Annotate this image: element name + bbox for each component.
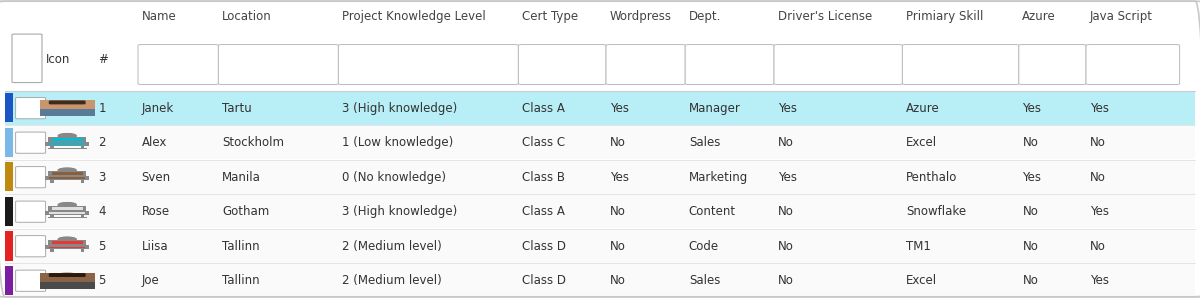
Bar <box>52 172 83 176</box>
Text: Alex: Alex <box>142 136 167 149</box>
Text: Azure: Azure <box>906 102 940 115</box>
Circle shape <box>52 101 83 109</box>
Text: 3 (High knowledge): 3 (High knowledge) <box>342 102 457 115</box>
Bar <box>46 211 89 215</box>
FancyBboxPatch shape <box>40 100 95 116</box>
Bar <box>48 171 86 177</box>
Text: Sales: Sales <box>689 274 720 287</box>
Bar <box>5 229 1195 263</box>
Bar <box>46 142 89 146</box>
Bar <box>50 179 54 183</box>
Text: No: No <box>778 136 793 149</box>
FancyBboxPatch shape <box>16 132 46 153</box>
Text: Name: Name <box>142 10 176 23</box>
Text: Driver's License: Driver's License <box>778 10 872 23</box>
Text: Yes: Yes <box>1090 102 1109 115</box>
Text: 2 (Medium level): 2 (Medium level) <box>342 274 442 287</box>
Bar <box>5 197 13 226</box>
FancyBboxPatch shape <box>40 273 95 289</box>
Bar <box>5 263 1195 297</box>
Bar <box>49 246 85 248</box>
Text: No: No <box>1022 205 1038 218</box>
Bar <box>80 249 84 252</box>
FancyBboxPatch shape <box>12 34 42 83</box>
Text: Rose: Rose <box>142 205 169 218</box>
Bar <box>48 217 86 218</box>
Text: #: # <box>98 52 108 66</box>
Text: 5: 5 <box>98 240 106 253</box>
Circle shape <box>58 168 77 173</box>
Text: Yes: Yes <box>1090 205 1109 218</box>
Text: Penthalo: Penthalo <box>906 171 958 184</box>
Text: Class D: Class D <box>522 274 566 287</box>
Text: Marketing: Marketing <box>689 171 748 184</box>
Text: Project Knowledge Level: Project Knowledge Level <box>342 10 486 23</box>
Bar <box>46 176 89 180</box>
Text: Tallinn: Tallinn <box>222 274 259 287</box>
Text: Yes: Yes <box>610 102 629 115</box>
Text: No: No <box>1090 171 1105 184</box>
Bar <box>46 245 89 249</box>
Bar <box>5 125 1195 159</box>
Bar <box>5 194 1195 228</box>
Bar <box>50 214 54 218</box>
Bar <box>5 128 13 157</box>
Text: No: No <box>610 136 625 149</box>
FancyBboxPatch shape <box>138 44 218 85</box>
Bar <box>50 249 54 252</box>
Text: 2 (Medium level): 2 (Medium level) <box>342 240 442 253</box>
Circle shape <box>58 203 77 207</box>
FancyBboxPatch shape <box>49 100 85 104</box>
Circle shape <box>58 237 77 242</box>
Text: Dept.: Dept. <box>689 10 721 23</box>
Text: Yes: Yes <box>1022 171 1042 184</box>
Bar <box>5 160 1195 194</box>
Text: Class D: Class D <box>522 240 566 253</box>
FancyBboxPatch shape <box>1086 44 1180 85</box>
Text: No: No <box>610 274 625 287</box>
Text: Yes: Yes <box>1090 274 1109 287</box>
Text: Janek: Janek <box>142 102 174 115</box>
Text: 1 (Low knowledge): 1 (Low knowledge) <box>342 136 454 149</box>
Text: Excel: Excel <box>906 136 937 149</box>
FancyBboxPatch shape <box>40 109 95 116</box>
Text: Joe: Joe <box>142 274 160 287</box>
Text: Code: Code <box>689 240 719 253</box>
Text: 5: 5 <box>98 274 106 287</box>
Text: Snowflake: Snowflake <box>906 205 966 218</box>
Text: Cert Type: Cert Type <box>522 10 578 23</box>
Text: Yes: Yes <box>778 171 797 184</box>
Text: Yes: Yes <box>778 102 797 115</box>
Text: Icon: Icon <box>46 52 70 66</box>
Bar <box>5 162 13 191</box>
Bar <box>5 231 13 260</box>
Text: Class A: Class A <box>522 205 565 218</box>
Text: No: No <box>1022 136 1038 149</box>
Text: Tartu: Tartu <box>222 102 252 115</box>
Text: No: No <box>778 274 793 287</box>
FancyBboxPatch shape <box>518 44 606 85</box>
Text: Location: Location <box>222 10 271 23</box>
Text: Liisa: Liisa <box>142 240 168 253</box>
Text: No: No <box>610 240 625 253</box>
Bar <box>52 207 83 210</box>
FancyBboxPatch shape <box>16 201 46 222</box>
Text: Manager: Manager <box>689 102 740 115</box>
FancyBboxPatch shape <box>685 44 774 85</box>
FancyBboxPatch shape <box>902 44 1019 85</box>
Bar <box>5 266 13 295</box>
Text: Class A: Class A <box>522 102 565 115</box>
FancyBboxPatch shape <box>218 44 338 85</box>
Text: Sven: Sven <box>142 171 170 184</box>
Bar <box>5 93 13 122</box>
Text: 1: 1 <box>98 102 106 115</box>
Text: Class C: Class C <box>522 136 565 149</box>
Circle shape <box>52 273 83 281</box>
FancyBboxPatch shape <box>338 44 518 85</box>
FancyBboxPatch shape <box>49 273 85 277</box>
Text: Primiary Skill: Primiary Skill <box>906 10 983 23</box>
FancyBboxPatch shape <box>16 236 46 257</box>
FancyBboxPatch shape <box>774 44 902 85</box>
Text: Azure: Azure <box>1022 10 1056 23</box>
